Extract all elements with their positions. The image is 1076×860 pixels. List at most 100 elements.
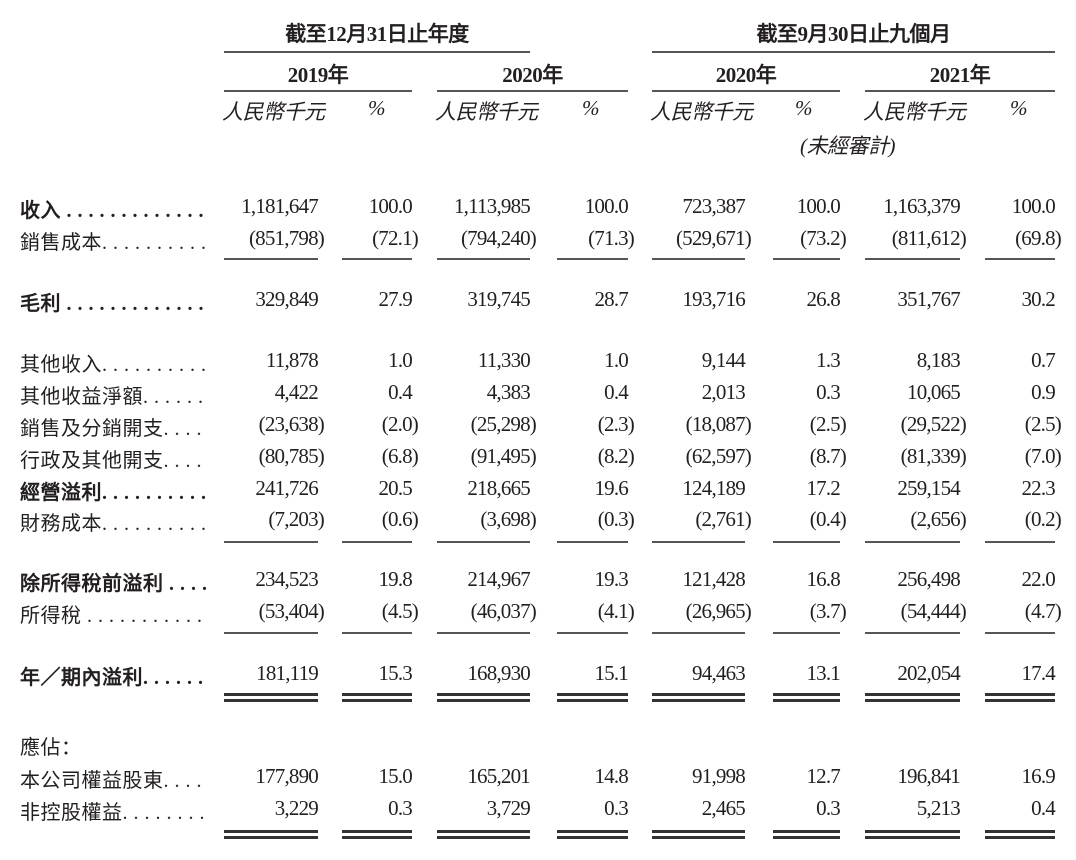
header-rule <box>224 51 530 53</box>
percent-cell: 13.1 <box>806 661 840 685</box>
percent-cell: 100.0 <box>796 194 841 218</box>
amount-cell: (7,203) <box>268 507 324 531</box>
subtotal-rule <box>224 632 318 634</box>
row-label: 毛利 . . . . . . . . . . . . . <box>20 293 204 315</box>
row-label: 其他收益淨額. . . . . . <box>20 386 204 408</box>
percent-cell: 20.5 <box>378 476 412 500</box>
percent-cell: 28.7 <box>594 287 628 311</box>
year-rule <box>865 90 1055 92</box>
total-double-rule <box>557 693 628 702</box>
row-label: 所得稅 . . . . . . . . . . . <box>20 605 203 627</box>
amount-cell: 11,330 <box>477 348 531 372</box>
percent-cell: 0.3 <box>604 796 629 820</box>
percent-cell: (0.3) <box>597 507 635 531</box>
amount-cell: 202,054 <box>897 661 960 685</box>
subtotal-rule <box>557 258 628 260</box>
total-double-rule <box>773 693 840 702</box>
percent-cell: 100.0 <box>368 194 413 218</box>
subtotal-rule <box>865 541 960 543</box>
amount-cell: 3,729 <box>486 796 531 820</box>
percent-cell: 22.0 <box>1021 567 1055 591</box>
year-rule <box>652 90 840 92</box>
amount-cell: (54,444) <box>900 599 967 623</box>
year-2020-nine-months: 2020年 <box>715 63 777 87</box>
amount-cell: 4,422 <box>274 380 319 404</box>
total-double-rule <box>437 693 530 702</box>
header-rule <box>652 51 1055 53</box>
amount-cell: (26,965) <box>685 599 752 623</box>
percent-cell: 12.7 <box>806 764 840 788</box>
amount-cell: 11,878 <box>265 348 319 372</box>
total-double-rule <box>985 830 1055 839</box>
amount-cell: 1,181,647 <box>241 194 319 218</box>
amount-cell: 214,967 <box>467 567 530 591</box>
percent-cell: 27.9 <box>378 287 412 311</box>
percent-cell: (6.8) <box>381 444 419 468</box>
subtotal-rule <box>865 258 960 260</box>
unit-pct: % <box>368 96 386 120</box>
amount-cell: 351,767 <box>897 287 960 311</box>
amount-cell: (53,404) <box>258 599 325 623</box>
total-double-rule <box>773 830 840 839</box>
percent-cell: (2.3) <box>597 412 635 436</box>
percent-cell: 0.3 <box>816 380 841 404</box>
row-label: 經營溢利. . . . . . . . . . <box>20 482 207 504</box>
percent-cell: 100.0 <box>584 194 629 218</box>
year-rule <box>224 90 412 92</box>
percent-cell: 19.8 <box>378 567 412 591</box>
percent-cell: 30.2 <box>1021 287 1055 311</box>
percent-cell: (4.5) <box>381 599 419 623</box>
amount-cell: (3,698) <box>480 507 536 531</box>
percent-cell: 1.3 <box>816 348 841 372</box>
amount-cell: 5,213 <box>916 796 961 820</box>
percent-cell: (4.7) <box>1024 599 1062 623</box>
unit-pct: % <box>795 96 813 120</box>
row-label: 應佔： <box>20 737 82 759</box>
amount-cell: (29,522) <box>900 412 967 436</box>
unit-pct: % <box>1010 96 1028 120</box>
percent-cell: (2.5) <box>809 412 847 436</box>
row-label: 收入 . . . . . . . . . . . . . <box>20 200 204 222</box>
amount-cell: 234,523 <box>255 567 318 591</box>
subtotal-rule <box>342 541 412 543</box>
percent-cell: 100.0 <box>1011 194 1056 218</box>
amount-cell: 121,428 <box>682 567 745 591</box>
total-double-rule <box>342 830 412 839</box>
amount-cell: 241,726 <box>255 476 318 500</box>
percent-cell: (0.2) <box>1024 507 1062 531</box>
amount-cell: 3,229 <box>274 796 319 820</box>
year-rule <box>437 90 628 92</box>
percent-cell: 0.4 <box>604 380 629 404</box>
percent-cell: 1.0 <box>604 348 629 372</box>
percent-cell: (0.6) <box>381 507 419 531</box>
total-double-rule <box>652 693 745 702</box>
subtotal-rule <box>224 541 318 543</box>
percent-cell: 17.4 <box>1021 661 1055 685</box>
subtotal-rule <box>437 541 530 543</box>
amount-cell: 2,013 <box>701 380 746 404</box>
total-double-rule <box>985 693 1055 702</box>
total-double-rule <box>224 830 318 839</box>
unit-rmb: 人民幣千元 <box>863 100 966 124</box>
subtotal-rule <box>557 632 628 634</box>
subtotal-rule <box>437 258 530 260</box>
percent-cell: 15.1 <box>594 661 628 685</box>
percent-cell: 19.6 <box>594 476 628 500</box>
percent-cell: 16.9 <box>1021 764 1055 788</box>
total-double-rule <box>865 693 960 702</box>
percent-cell: (7.0) <box>1024 444 1062 468</box>
subtotal-rule <box>773 541 840 543</box>
row-label: 銷售及分銷開支. . . . <box>20 418 202 440</box>
amount-cell: 218,665 <box>467 476 530 500</box>
percent-cell: 0.7 <box>1031 348 1056 372</box>
amount-cell: 177,890 <box>255 764 318 788</box>
amount-cell: (2,761) <box>695 507 751 531</box>
amount-cell: (25,298) <box>470 412 537 436</box>
percent-cell: (0.4) <box>809 507 847 531</box>
amount-cell: 1,163,379 <box>883 194 961 218</box>
row-label: 財務成本. . . . . . . . . . <box>20 513 207 535</box>
subtotal-rule <box>224 258 318 260</box>
amount-cell: (46,037) <box>470 599 537 623</box>
subtotal-rule <box>437 632 530 634</box>
percent-cell: 15.0 <box>378 764 412 788</box>
